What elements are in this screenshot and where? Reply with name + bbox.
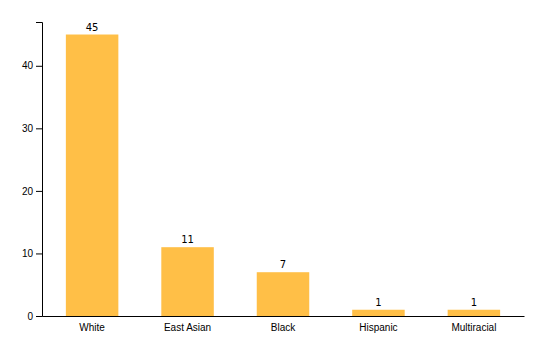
x-axis-line <box>43 316 525 317</box>
y-tick-mark <box>36 253 42 254</box>
bar <box>66 35 118 316</box>
data-labels: 4511711 <box>86 22 477 308</box>
bar <box>448 310 500 316</box>
y-tick-mark <box>36 191 42 192</box>
bar <box>161 247 213 316</box>
x-tick-label: East Asian <box>164 322 211 333</box>
y-tick-mark <box>36 316 42 317</box>
data-label: 11 <box>181 234 194 245</box>
x-tick-label: Black <box>271 322 296 333</box>
data-label: 7 <box>280 259 286 270</box>
plot-area: White East Asian Black Hispanic Multiracial 0… <box>22 22 525 334</box>
y-tick-label: 40 <box>22 60 34 71</box>
y-tick: 30 <box>22 123 42 134</box>
x-tick: Hispanic <box>359 322 397 333</box>
y-tick: 20 <box>22 186 42 197</box>
y-tick-label: 0 <box>27 311 33 322</box>
x-tick-label: Hispanic <box>359 322 397 333</box>
y-tick-mark <box>36 128 42 129</box>
y-tick-label: 30 <box>22 123 34 134</box>
x-tick: East Asian <box>164 322 211 333</box>
x-tick-label: Multiracial <box>451 322 496 333</box>
y-tick-mark <box>36 66 42 67</box>
x-tick: Black <box>271 322 296 333</box>
x-axis: White East Asian Black Hispanic Multiracial <box>43 317 525 334</box>
data-label: 45 <box>86 22 99 33</box>
x-tick: White <box>79 322 105 333</box>
y-tick-label: 10 <box>22 248 34 259</box>
y-tick: 10 <box>22 248 42 259</box>
bar <box>257 272 309 316</box>
y-axis: 0 10 20 30 40 <box>22 23 43 322</box>
y-axis-line <box>36 23 43 317</box>
x-tick-label: White <box>79 322 105 333</box>
y-tick-label: 20 <box>22 186 34 197</box>
x-tick: Multiracial <box>451 322 496 333</box>
y-tick: 0 <box>27 311 42 322</box>
bar <box>352 310 404 316</box>
y-tick: 40 <box>22 60 42 71</box>
data-label: 1 <box>375 297 381 308</box>
data-label: 1 <box>471 297 477 308</box>
bars <box>66 35 500 316</box>
chart: White East Asian Black Hispanic Multiracial 0… <box>0 0 540 348</box>
